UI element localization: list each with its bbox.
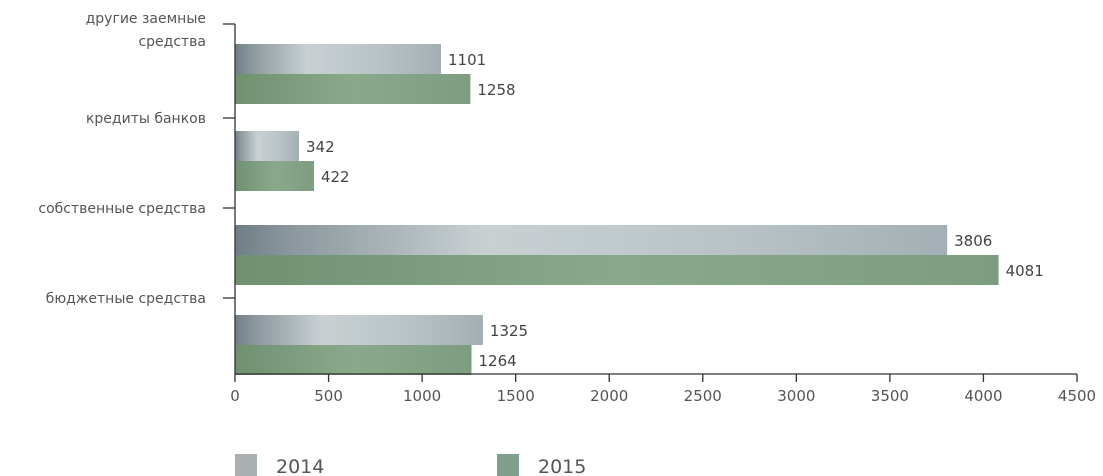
bar-2014-1 — [235, 44, 442, 74]
bars — [235, 44, 999, 375]
legend: 2014 2015 — [235, 454, 586, 476]
x-tick-label: 3500 — [871, 387, 909, 405]
category-label: собственные средства — [38, 201, 206, 217]
category-labels: другие заемные средства кредиты банков собс… — [38, 11, 235, 307]
bar-2015-3 — [235, 255, 999, 285]
value-label: 422 — [321, 168, 350, 186]
x-tick-label: 4500 — [1058, 387, 1096, 405]
value-label: 1101 — [448, 51, 486, 69]
axes — [234, 24, 1077, 375]
bar-2015-4 — [235, 345, 472, 375]
bar-2015-2 — [235, 161, 314, 191]
category-label-line: бюджетные средства — [46, 291, 206, 307]
legend-label: 2014 — [276, 456, 324, 476]
legend-swatch-2014 — [235, 454, 257, 476]
x-tick-label: 1000 — [403, 387, 441, 405]
category-label-line: собственные средства — [38, 201, 206, 217]
x-tick-label: 2500 — [684, 387, 722, 405]
category-label-line: кредиты банков — [86, 111, 206, 127]
bar-2015-1 — [235, 74, 471, 104]
x-tick-label: 3000 — [777, 387, 815, 405]
value-label: 1258 — [477, 81, 515, 99]
category-label: бюджетные средства — [46, 291, 206, 307]
x-tick-label: 0 — [230, 387, 240, 405]
bar-2014-2 — [235, 131, 299, 161]
value-labels: 1101 342 3806 1325 1258 422 4081 1264 — [306, 51, 1044, 370]
legend-label: 2015 — [538, 456, 586, 476]
bar-2014-4 — [235, 315, 483, 345]
legend-swatch-2015 — [497, 454, 519, 476]
value-label: 1325 — [490, 322, 528, 340]
value-label: 3806 — [954, 232, 992, 250]
bar-2014-3 — [235, 225, 948, 255]
x-axis-ticks: 0 500 1000 1500 2000 2500 3000 3500 4000 4500 — [230, 374, 1096, 405]
x-tick-label: 500 — [314, 387, 343, 405]
value-label: 342 — [306, 138, 335, 156]
category-label: кредиты банков — [86, 111, 206, 127]
x-tick-label: 4000 — [964, 387, 1002, 405]
x-tick-label: 1500 — [497, 387, 535, 405]
category-label-line: другие заемные — [86, 11, 206, 27]
category-label-line: средства — [138, 34, 206, 50]
x-tick-label: 2000 — [590, 387, 628, 405]
category-label: другие заемные средства — [86, 11, 206, 50]
value-label: 4081 — [1006, 262, 1044, 280]
value-label: 1264 — [479, 352, 517, 370]
